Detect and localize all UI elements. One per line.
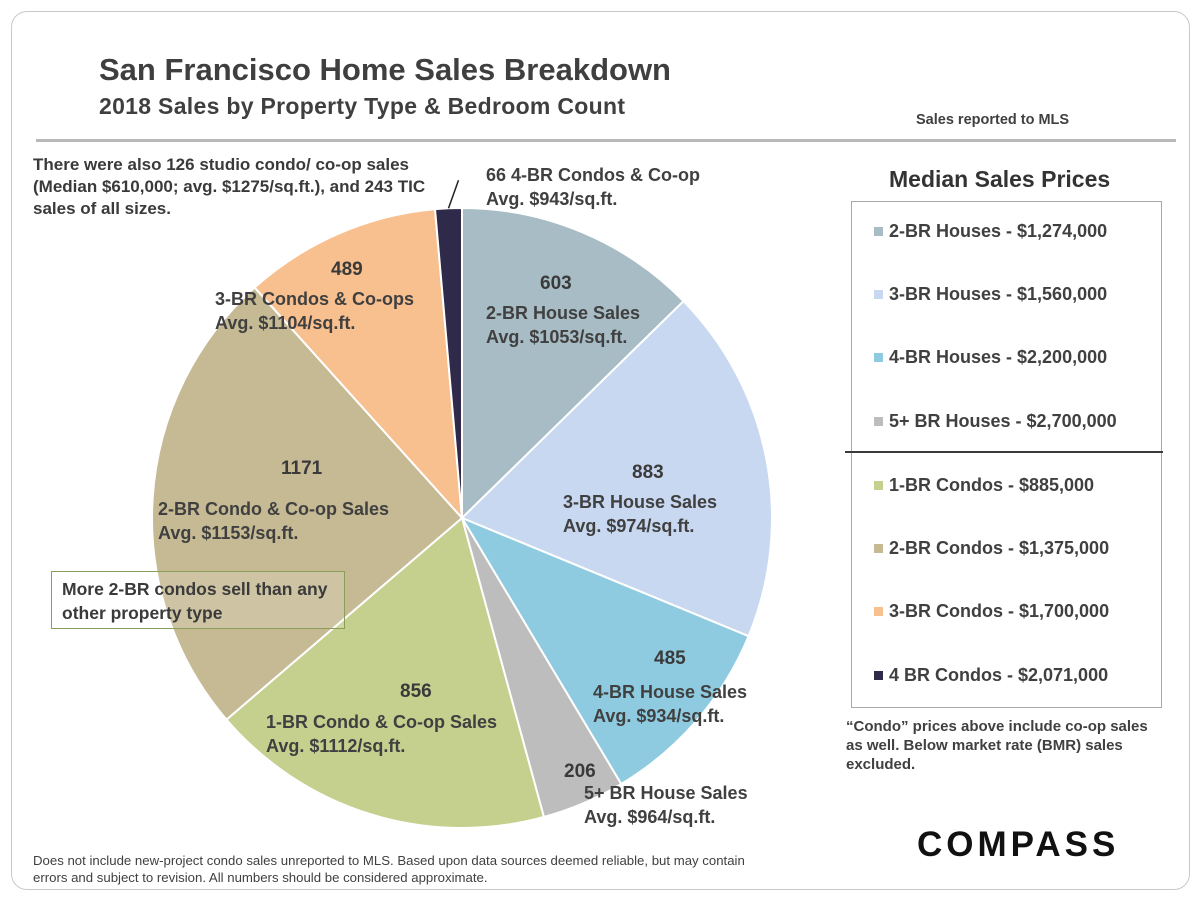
- slice-price-label: Avg. $1112/sq.ft.: [266, 736, 405, 756]
- chart-subtitle: 2018 Sales by Property Type & Bedroom Co…: [99, 93, 626, 119]
- slice-category-label: 3-BR Condos & Co-ops: [215, 289, 414, 309]
- legend-label: 5+ BR Houses - $2,700,000: [889, 411, 1117, 431]
- slice-category-label: 5+ BR House Sales: [584, 783, 748, 803]
- legend-box: [851, 201, 1162, 708]
- legend-label: 4-BR Houses - $2,200,000: [889, 347, 1108, 367]
- slice-value-label: 883: [632, 462, 664, 483]
- pie-slice: [461, 206, 685, 521]
- disclaimer: Does not include new-project condo sales…: [33, 853, 745, 885]
- leader-line: [447, 180, 460, 209]
- legend-swatch: [874, 671, 883, 680]
- slice-price-label: Avg. $943/sq.ft.: [486, 189, 617, 209]
- legend-item-4br-condos: 4 BR Condos - $2,071,000: [874, 665, 1108, 686]
- legend-title: Median Sales Prices: [889, 166, 1111, 192]
- legend-swatch: [874, 417, 883, 426]
- slice-category-label: 2-BR House Sales: [486, 303, 640, 323]
- legend-swatch: [874, 544, 883, 553]
- pie-slice: [460, 299, 773, 638]
- legend-label: 3-BR Condos - $1,700,000: [889, 601, 1110, 621]
- header-divider: [36, 139, 1176, 142]
- compass-logo-text: COMPASS: [917, 825, 1119, 864]
- legend-label: 3-BR Houses - $1,560,000: [889, 284, 1108, 304]
- slice-category-label: 2-BR Condo & Co-op Sales: [158, 499, 389, 519]
- legend-swatch: [874, 353, 883, 362]
- slice-category-label: 66 4-BR Condos & Co-op: [486, 165, 700, 185]
- legend-label: 4 BR Condos - $2,071,000: [889, 665, 1109, 685]
- slice-value-label: 603: [540, 273, 572, 294]
- slice-price-label: Avg. $1053/sq.ft.: [486, 327, 627, 347]
- legend-item-2br-houses: 2-BR Houses - $1,274,000: [874, 221, 1107, 242]
- slice-value-label: 489: [331, 259, 363, 280]
- pie-slice: [225, 516, 546, 829]
- legend-item-3br-condos: 3-BR Condos - $1,700,000: [874, 601, 1109, 622]
- legend-swatch: [874, 481, 883, 490]
- legend-label: 2-BR Condos - $1,375,000: [889, 538, 1110, 558]
- slice-price-label: Avg. $974/sq.ft.: [563, 516, 694, 536]
- callout-box: More 2-BR condos sell than any other pro…: [51, 571, 345, 629]
- slice-price-label: Avg. $964/sq.ft.: [584, 807, 715, 827]
- slice-value-label: 485: [654, 648, 686, 669]
- legend-item-4br-houses: 4-BR Houses - $2,200,000: [874, 347, 1107, 368]
- source-note: Sales reported to MLS: [916, 112, 1070, 128]
- legend-swatch: [874, 290, 883, 299]
- legend-footnote: “Condo” prices above include co-op sales…: [846, 718, 1148, 773]
- legend-item-3br-houses: 3-BR Houses - $1,560,000: [874, 284, 1107, 305]
- slice-value-label: 206: [564, 761, 596, 782]
- legend-swatch: [874, 227, 883, 236]
- slice-category-label: 3-BR House Sales: [563, 492, 717, 512]
- legend-label: 1-BR Condos - $885,000: [889, 475, 1095, 495]
- slice-price-label: Avg. $934/sq.ft.: [593, 706, 724, 726]
- legend-swatch: [874, 607, 883, 616]
- pie-slice: [459, 515, 750, 786]
- legend-item-2br-condos: 2-BR Condos - $1,375,000: [874, 538, 1109, 559]
- slice-price-label: Avg. $1153/sq.ft.: [158, 523, 298, 543]
- legend-item-5br-houses: 5+ BR Houses - $2,700,000: [874, 411, 1117, 432]
- slice-category-label: 4-BR House Sales: [593, 682, 747, 702]
- slice-value-label: 856: [400, 681, 432, 702]
- compass-logo: COMPASS: [917, 825, 1119, 864]
- legend-item-1br-condos: 1-BR Condos - $885,000: [874, 475, 1094, 496]
- legend-divider: [845, 451, 1163, 453]
- chart-title: San Francisco Home Sales Breakdown: [99, 52, 671, 87]
- pie-slice: [151, 286, 464, 722]
- studio-note: There were also 126 studio condo/ co-op …: [33, 155, 426, 218]
- slice-value-label: 1171: [281, 458, 323, 479]
- slice-price-label: Avg. $1104/sq.ft.: [215, 313, 355, 333]
- pie-slice: [253, 208, 464, 521]
- slice-category-label: 1-BR Condo & Co-op Sales: [266, 712, 497, 732]
- legend-label: 2-BR Houses - $1,274,000: [889, 221, 1108, 241]
